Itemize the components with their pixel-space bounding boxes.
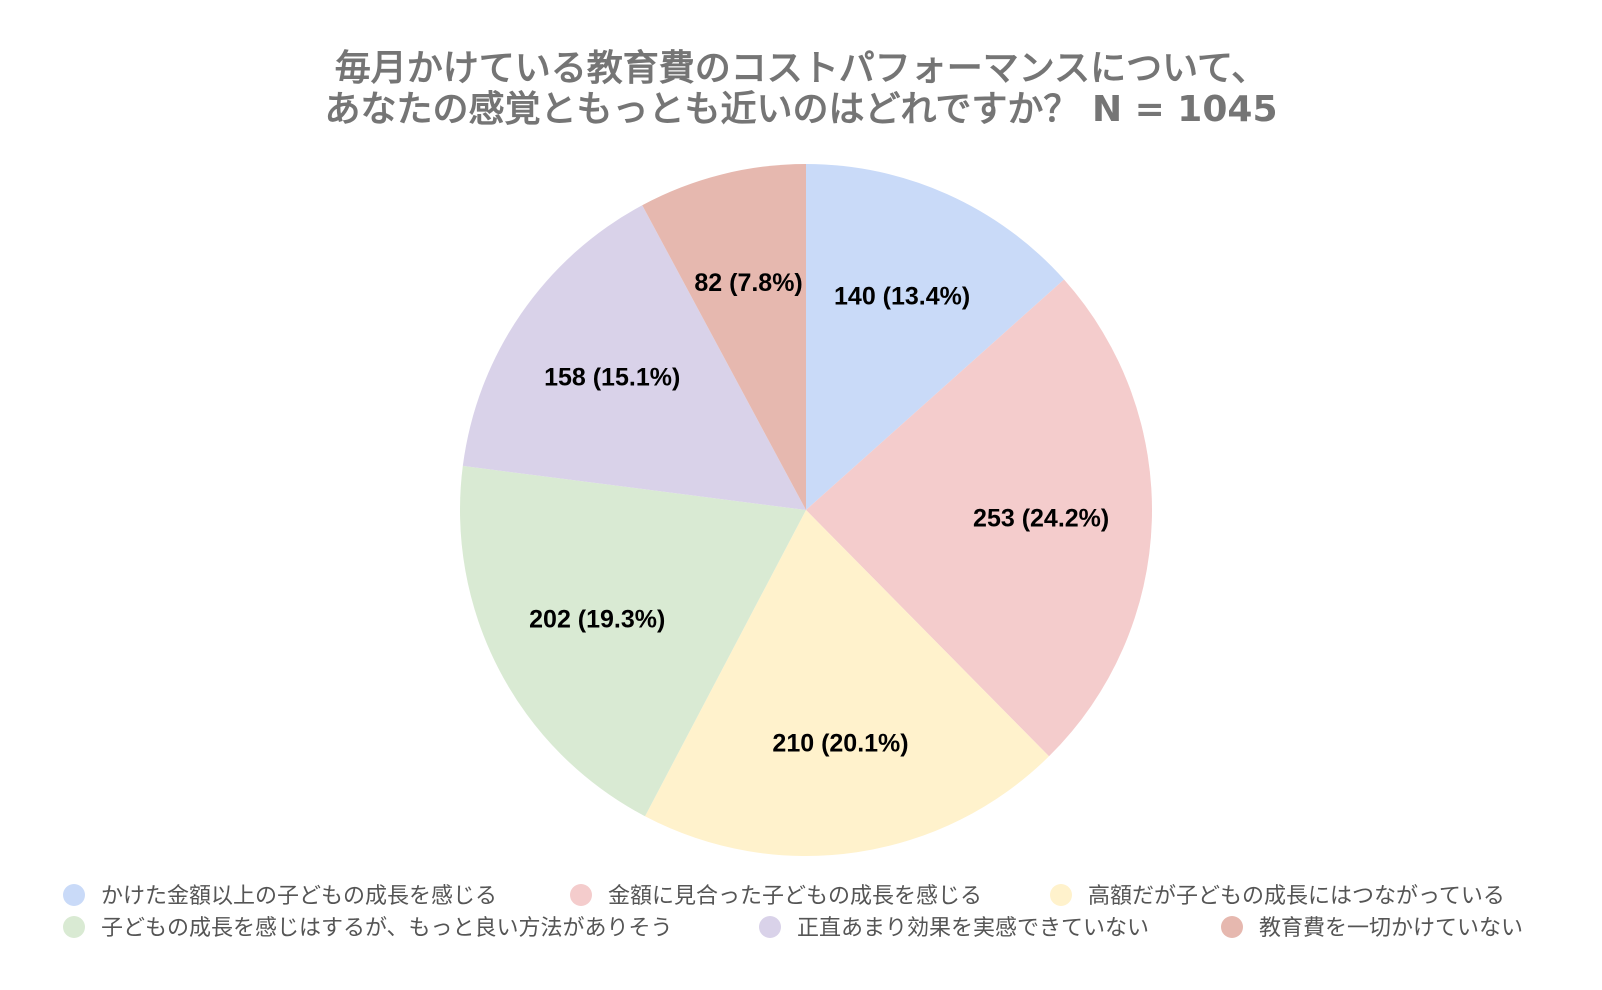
- pie-slice-4: [460, 465, 806, 817]
- slice-data-label-6: 82 (7.8%): [694, 269, 802, 297]
- slice-data-label-1: 140 (13.4%): [834, 282, 970, 310]
- legend-swatch-1: [63, 884, 85, 906]
- pie-slices: [460, 164, 1152, 856]
- legend-item-4: 子どもの成長を感じはするが、もっと良い方法がありそう: [63, 916, 673, 941]
- legend-item-1: かけた金額以上の子どもの成長を感じる: [63, 884, 497, 909]
- pie-slice-5: [462, 205, 806, 511]
- legend: かけた金額以上の子どもの成長を感じる 金額に見合った子どもの成長を感じる 高額だが子…: [63, 884, 1523, 941]
- legend-item-2: 金額に見合った子どもの成長を感じる: [570, 884, 982, 909]
- legend-item-3: 高額だが子どもの成長にはつながっている: [1050, 884, 1505, 909]
- legend-swatch-3: [1050, 884, 1072, 906]
- chart-title-line-2: あなたの感覚ともっとも近いのはどれですか？ N = 1045: [324, 89, 1277, 130]
- slice-data-label-5: 158 (15.1%): [544, 364, 680, 392]
- pie-slice-1: [806, 164, 1065, 510]
- chart-title-line-1: 毎月かけている教育費のコストパフォーマンスについて、: [335, 48, 1267, 89]
- legend-item-6: 教育費を一切かけていない: [1221, 916, 1523, 941]
- legend-label-2: 金額に見合った子どもの成長を感じる: [608, 884, 982, 909]
- chart-title: 毎月かけている教育費のコストパフォーマンスについて、 あなたの感覚ともっとも近い…: [324, 48, 1277, 130]
- legend-swatch-4: [63, 916, 85, 938]
- slice-data-label-4: 202 (19.3%): [529, 606, 665, 634]
- legend-item-5: 正直あまり効果を実感できていない: [759, 916, 1149, 941]
- pie-slice-6: [642, 164, 806, 510]
- legend-swatch-5: [759, 916, 781, 938]
- pie-slice-2: [806, 279, 1152, 757]
- slice-data-label-2: 253 (24.2%): [973, 504, 1109, 532]
- legend-label-6: 教育費を一切かけていない: [1259, 916, 1523, 941]
- legend-swatch-2: [570, 884, 592, 906]
- pie-slice-3: [644, 510, 1049, 856]
- legend-label-1: かけた金額以上の子どもの成長を感じる: [101, 884, 497, 909]
- legend-label-5: 正直あまり効果を実感できていない: [797, 916, 1149, 941]
- legend-label-4: 子どもの成長を感じはするが、もっと良い方法がありそう: [101, 916, 673, 941]
- legend-label-3: 高額だが子どもの成長にはつながっている: [1088, 884, 1505, 909]
- pie-data-labels: 140 (13.4%) 253 (24.2%) 210 (20.1%) 202 (19…: [529, 269, 1109, 758]
- slice-data-label-3: 210 (20.1%): [772, 730, 908, 758]
- legend-swatch-6: [1221, 916, 1243, 938]
